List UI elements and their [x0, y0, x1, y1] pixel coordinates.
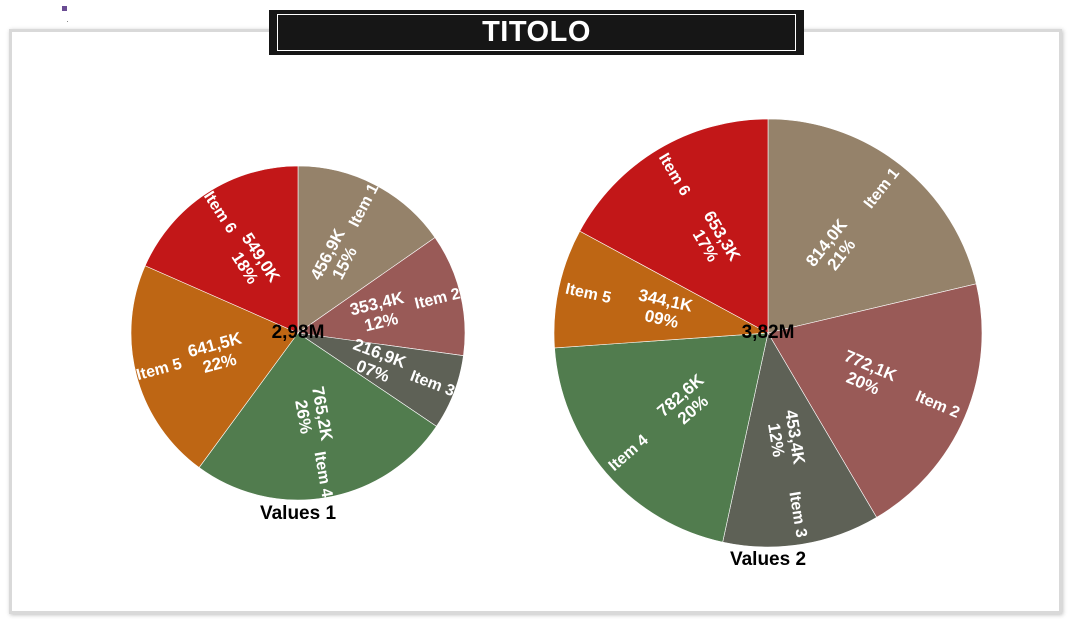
title-banner: TITOLO [269, 10, 804, 55]
pie-caption: Values 2 [730, 549, 806, 570]
pie-slice-item-5[interactable] [130, 265, 299, 468]
pie-slice-item-6[interactable] [579, 118, 769, 334]
pie-slice-item-3[interactable] [722, 332, 878, 548]
pie-slice-item-6[interactable] [144, 165, 299, 334]
corner-marker [62, 6, 67, 11]
pie-slice-item-2[interactable] [767, 283, 983, 518]
pie-slice-item-1[interactable] [297, 165, 436, 334]
pie-slice-item-2[interactable] [297, 237, 466, 356]
pie-total-label: 2,98M [272, 322, 325, 343]
pie-slice-item-1[interactable] [767, 118, 977, 334]
pie-caption: Values 1 [260, 503, 336, 524]
pie-slice-item-4[interactable] [198, 332, 437, 501]
chart-title: TITOLO [482, 16, 591, 48]
pie-total-label: 3,82M [742, 322, 795, 343]
pie-slice-item-5[interactable] [553, 230, 770, 349]
corner-dot [67, 21, 68, 22]
pie-slice-item-4[interactable] [554, 332, 769, 543]
title-inner-border: TITOLO [277, 14, 796, 51]
